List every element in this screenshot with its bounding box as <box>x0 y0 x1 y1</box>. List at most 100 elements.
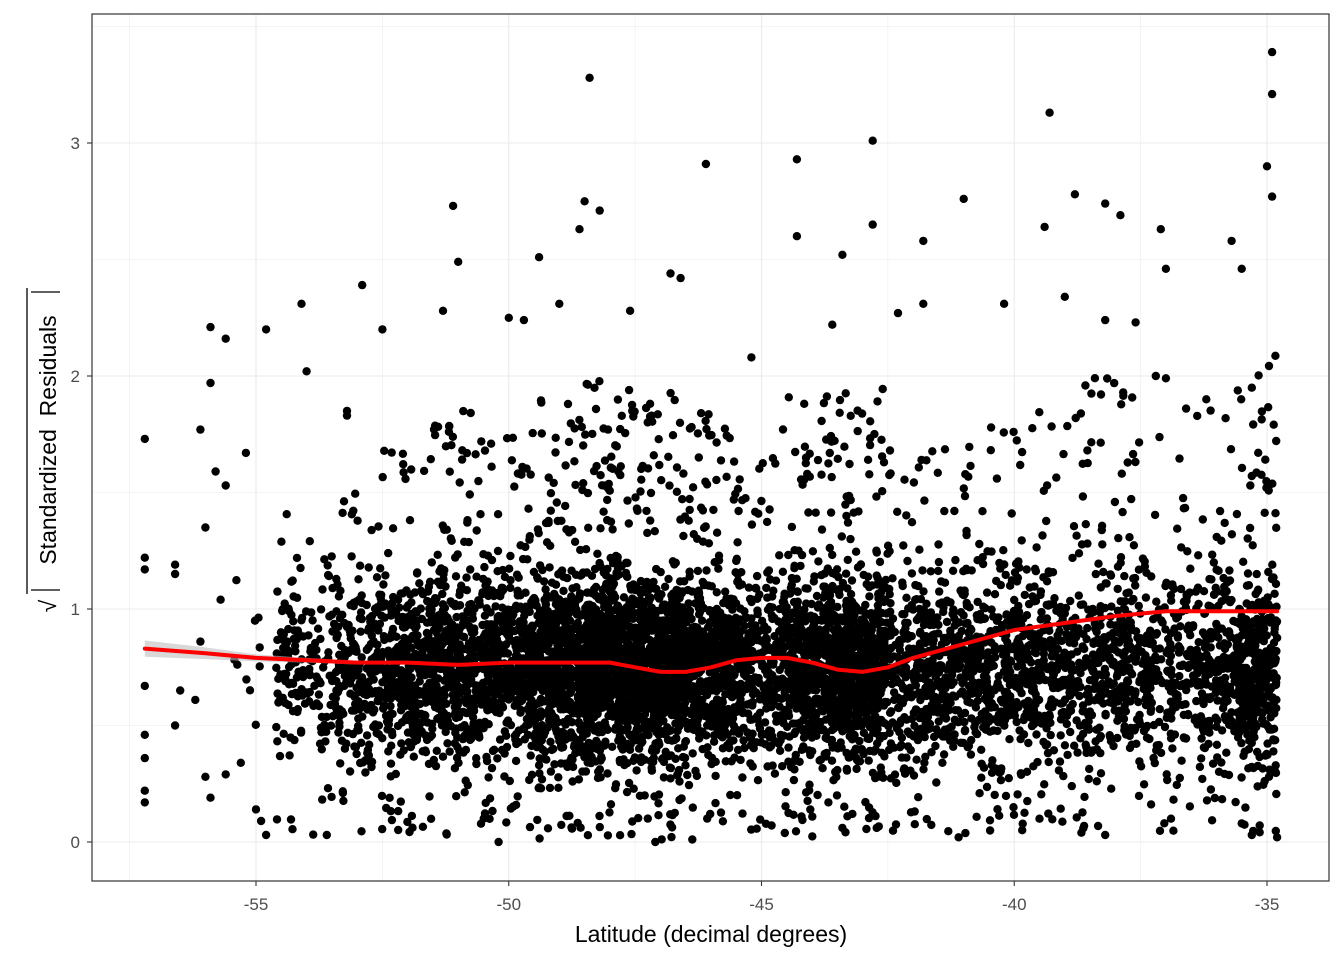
data-point <box>472 526 481 535</box>
data-point <box>357 738 366 747</box>
data-point <box>357 653 366 662</box>
data-point <box>658 601 667 611</box>
data-point <box>679 531 688 541</box>
data-point <box>419 466 429 476</box>
data-point <box>400 613 409 622</box>
data-point <box>664 452 673 461</box>
data-point <box>354 575 363 584</box>
data-point <box>784 743 793 752</box>
data-point <box>693 429 703 438</box>
data-point <box>328 692 338 701</box>
data-point <box>716 456 726 465</box>
data-point <box>571 480 580 490</box>
data-point <box>563 573 572 583</box>
data-point <box>450 764 460 773</box>
data-point <box>392 668 401 677</box>
data-point <box>469 702 479 712</box>
data-point <box>716 808 726 817</box>
data-point <box>660 582 670 591</box>
data-point <box>272 663 281 672</box>
data-point <box>336 586 345 595</box>
data-point <box>298 691 307 700</box>
data-point <box>600 456 610 465</box>
data-point <box>275 634 285 644</box>
data-point <box>282 510 291 519</box>
data-point <box>678 587 687 596</box>
data-point <box>388 524 398 533</box>
data-point <box>478 588 487 597</box>
data-point <box>472 572 481 581</box>
data-point <box>480 665 490 674</box>
data-point <box>442 722 452 731</box>
data-point <box>598 612 607 621</box>
data-point <box>545 680 554 690</box>
data-point <box>517 470 526 479</box>
data-point <box>761 819 771 828</box>
data-point <box>493 546 503 556</box>
data-point <box>461 745 471 755</box>
data-point <box>561 461 570 470</box>
data-point <box>800 399 809 408</box>
data-point <box>525 692 534 701</box>
data-point <box>593 549 602 558</box>
data-point <box>631 493 640 502</box>
data-point <box>729 671 739 680</box>
data-point <box>335 684 344 693</box>
data-point <box>345 767 355 776</box>
data-point <box>564 437 574 447</box>
data-point <box>464 639 474 648</box>
data-point <box>568 731 578 741</box>
data-point <box>404 681 414 690</box>
data-point <box>611 780 621 789</box>
data-point <box>490 668 499 677</box>
data-point <box>583 715 592 724</box>
data-point <box>654 691 663 700</box>
data-point <box>398 449 408 458</box>
data-point <box>425 792 434 801</box>
data-point <box>441 582 450 591</box>
data-point <box>361 768 370 777</box>
data-point <box>437 664 447 673</box>
data-point <box>474 731 484 740</box>
data-point <box>328 676 337 686</box>
data-point <box>547 719 556 728</box>
data-point <box>553 699 562 708</box>
data-point <box>675 418 685 427</box>
data-point <box>592 647 601 656</box>
data-point <box>472 681 481 690</box>
data-point <box>287 660 296 669</box>
data-point <box>608 582 617 591</box>
data-point <box>568 584 577 593</box>
data-point <box>364 623 374 633</box>
data-point <box>739 637 748 646</box>
data-point <box>386 807 395 816</box>
data-point <box>768 603 777 612</box>
data-point <box>591 608 601 618</box>
data-point <box>709 505 718 515</box>
data-point <box>364 563 373 572</box>
data-point <box>806 651 815 660</box>
data-point <box>675 777 684 786</box>
data-point <box>805 472 814 481</box>
data-point <box>818 764 827 773</box>
data-point <box>365 757 375 766</box>
data-point <box>559 681 569 691</box>
data-point <box>484 773 493 782</box>
data-point <box>595 630 605 639</box>
data-point <box>544 516 553 526</box>
data-point <box>830 436 839 445</box>
data-point <box>343 646 353 655</box>
data-point <box>525 532 534 541</box>
data-point <box>350 742 359 751</box>
data-point <box>405 827 414 837</box>
data-point <box>394 692 404 701</box>
data-point <box>579 479 588 488</box>
data-point <box>383 725 392 734</box>
data-point <box>590 636 599 646</box>
data-point <box>617 411 626 420</box>
data-point <box>752 571 762 581</box>
data-point <box>327 792 336 802</box>
data-point <box>795 677 805 687</box>
data-point <box>825 448 834 458</box>
data-point <box>704 539 714 548</box>
